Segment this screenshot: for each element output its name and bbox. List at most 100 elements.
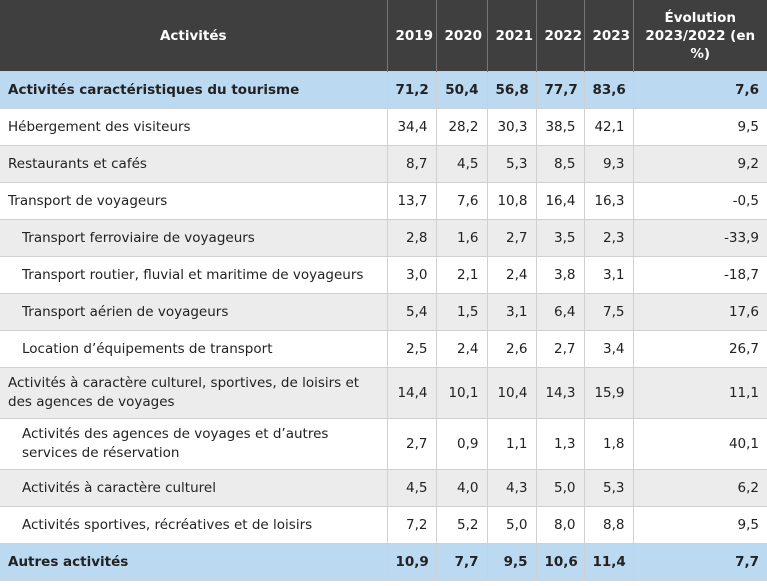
table-row: Transport de voyageurs 13,7 7,6 10,8 16,4 16,…: [0, 182, 767, 220]
table-row: Hébergement des visiteurs 34,4 28,2 30,3 38,…: [0, 108, 767, 146]
row-value: 10,1: [436, 367, 488, 419]
row-value: 10,6: [536, 543, 585, 581]
row-value: 6,4: [536, 293, 585, 331]
row-value: 2,3: [584, 219, 634, 257]
row-value: 2,7: [487, 219, 537, 257]
row-value: 1,5: [436, 293, 488, 331]
row-value: 1,1: [487, 418, 537, 470]
row-value: 2,5: [387, 330, 437, 368]
row-value: 10,4: [487, 367, 537, 419]
row-value: 11,4: [584, 543, 634, 581]
table-row: Activités sportives, récréatives et de l…: [0, 506, 767, 544]
row-value: 16,3: [584, 182, 634, 220]
row-value: 38,5: [536, 108, 585, 146]
row-value: 1,6: [436, 219, 488, 257]
row-value: 28,2: [436, 108, 488, 146]
header-year: 2023: [584, 0, 634, 72]
row-value: 10,9: [387, 543, 437, 581]
row-value: 13,7: [387, 182, 437, 220]
row-value: 3,1: [487, 293, 537, 331]
row-value: 2,1: [436, 256, 488, 294]
row-value: 7,2: [387, 506, 437, 544]
row-label: Transport aérien de voyageurs: [0, 293, 388, 331]
row-value: 56,8: [487, 71, 537, 109]
row-label: Activités sportives, récréatives et de l…: [0, 506, 388, 544]
row-value: 42,1: [584, 108, 634, 146]
row-value: 2,8: [387, 219, 437, 257]
row-evolution: 9,5: [633, 506, 767, 544]
row-value: 5,3: [487, 145, 537, 183]
row-value: 7,6: [436, 182, 488, 220]
row-value: 2,4: [487, 256, 537, 294]
row-value: 4,3: [487, 469, 537, 507]
row-evolution: 7,6: [633, 71, 767, 109]
row-value: 5,0: [536, 469, 585, 507]
table-row: Location d’équipements de transport 2,5 2,…: [0, 330, 767, 368]
row-evolution: 26,7: [633, 330, 767, 368]
row-value: 83,6: [584, 71, 634, 109]
row-value: 10,8: [487, 182, 537, 220]
row-value: 16,4: [536, 182, 585, 220]
row-value: 2,7: [536, 330, 585, 368]
row-value: 14,3: [536, 367, 585, 419]
row-evolution: 17,6: [633, 293, 767, 331]
row-evolution: 40,1: [633, 418, 767, 470]
row-evolution: 6,2: [633, 469, 767, 507]
row-label: Transport de voyageurs: [0, 182, 388, 220]
row-evolution: 9,5: [633, 108, 767, 146]
table-row: Transport ferroviaire de voyageurs 2,8 1,6…: [0, 219, 767, 257]
row-value: 71,2: [387, 71, 437, 109]
header-year: 2022: [536, 0, 585, 72]
row-label: Autres activités: [0, 543, 388, 581]
row-value: 34,4: [387, 108, 437, 146]
header-year: 2020: [436, 0, 488, 72]
row-value: 2,7: [387, 418, 437, 470]
row-value: 1,3: [536, 418, 585, 470]
row-value: 8,0: [536, 506, 585, 544]
row-evolution: 11,1: [633, 367, 767, 419]
row-value: 3,4: [584, 330, 634, 368]
row-value: 3,8: [536, 256, 585, 294]
row-label: Restaurants et cafés: [0, 145, 388, 183]
table-row: Transport aérien de voyageurs 5,4 1,5 3,1 6,…: [0, 293, 767, 331]
row-value: 3,5: [536, 219, 585, 257]
row-value: 5,3: [584, 469, 634, 507]
table-row: Activités caractéristiques du tourisme 71…: [0, 71, 767, 109]
row-value: 8,5: [536, 145, 585, 183]
header-row: Activités 2019 2020 2021 2022 2023 Évolu…: [0, 0, 767, 72]
row-value: 3,0: [387, 256, 437, 294]
row-evolution: 7,7: [633, 543, 767, 581]
row-value: 14,4: [387, 367, 437, 419]
row-value: 5,0: [487, 506, 537, 544]
row-label: Location d’équipements de transport: [0, 330, 388, 368]
row-value: 5,2: [436, 506, 488, 544]
row-label: Hébergement des visiteurs: [0, 108, 388, 146]
header-activity: Activités: [0, 0, 388, 72]
row-value: 2,4: [436, 330, 488, 368]
row-value: 77,7: [536, 71, 585, 109]
table-row: Restaurants et cafés 8,7 4,5 5,3 8,5 9,3 9,2: [0, 145, 767, 183]
table-row: Activités des agences de voyages et d’au…: [0, 418, 767, 470]
row-label: Activités caractéristiques du tourisme: [0, 71, 388, 109]
row-value: 0,9: [436, 418, 488, 470]
row-value: 8,8: [584, 506, 634, 544]
table-row: Activités à caractère culturel 4,5 4,0 4,3 5…: [0, 469, 767, 507]
table-row: Autres activités 10,9 7,7 9,5 10,6 11,4 7,7: [0, 543, 767, 581]
row-value: 9,3: [584, 145, 634, 183]
row-value: 2,6: [487, 330, 537, 368]
row-value: 15,9: [584, 367, 634, 419]
row-value: 50,4: [436, 71, 488, 109]
row-value: 3,1: [584, 256, 634, 294]
row-evolution: -18,7: [633, 256, 767, 294]
row-evolution: 9,2: [633, 145, 767, 183]
row-value: 8,7: [387, 145, 437, 183]
row-value: 7,5: [584, 293, 634, 331]
row-label: Transport routier, fluvial et maritime d…: [0, 256, 388, 294]
row-value: 1,8: [584, 418, 634, 470]
row-label: Activités des agences de voyages et d’au…: [0, 418, 388, 470]
header-year: 2019: [387, 0, 437, 72]
row-label: Activités à caractère culturel, sportive…: [0, 367, 388, 419]
row-label: Activités à caractère culturel: [0, 469, 388, 507]
row-evolution: -33,9: [633, 219, 767, 257]
row-value: 9,5: [487, 543, 537, 581]
